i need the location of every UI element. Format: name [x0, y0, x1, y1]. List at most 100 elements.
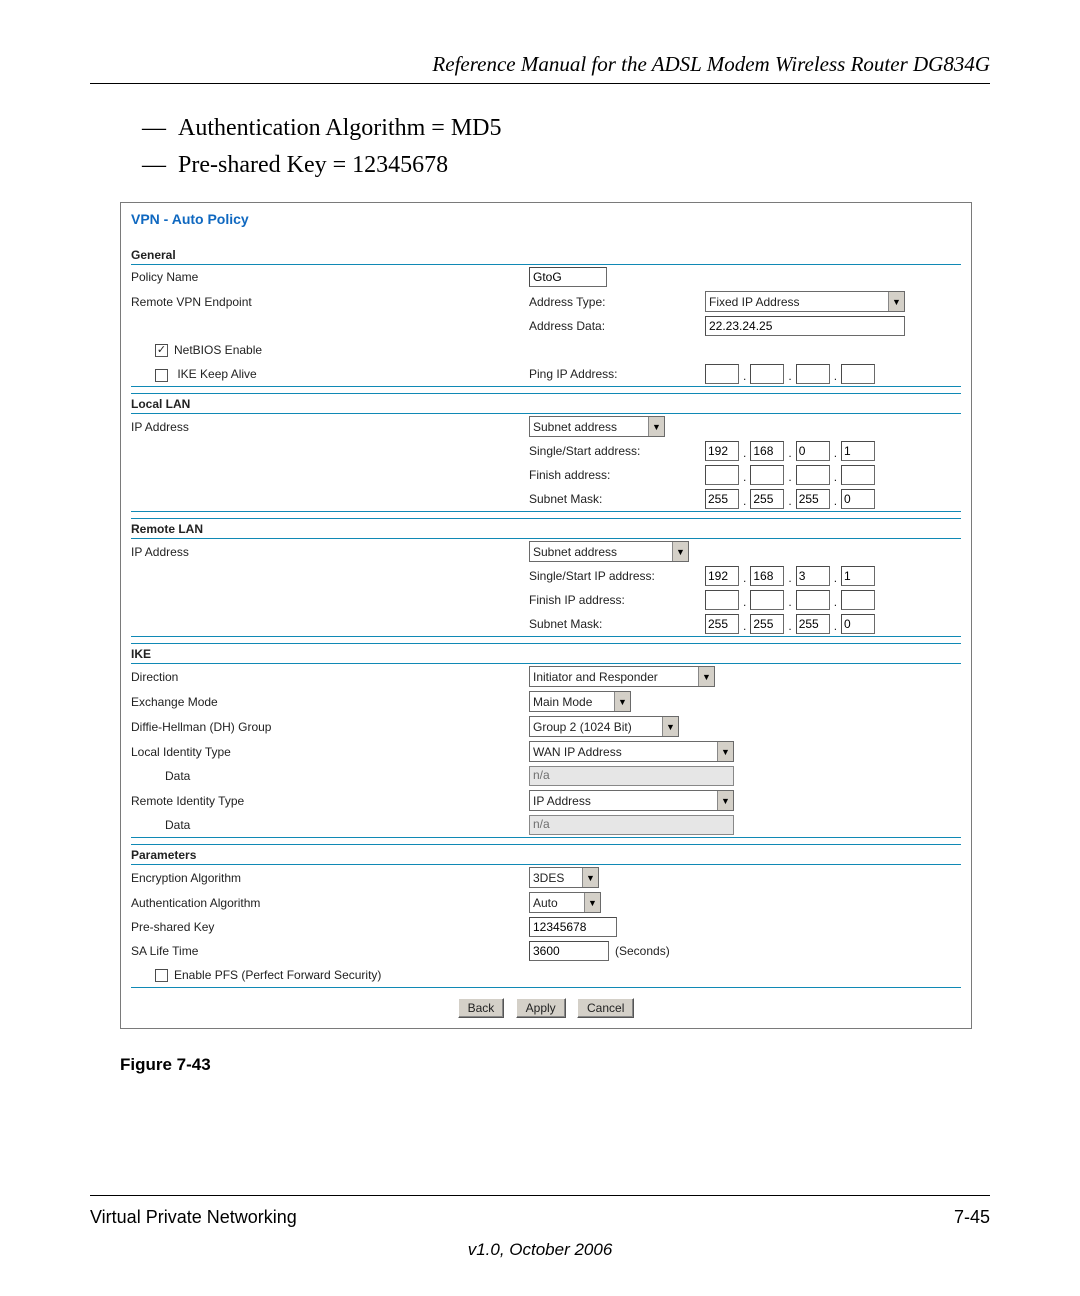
ping-ip-label: Ping IP Address: [529, 367, 705, 381]
remote-data-label: Data [131, 818, 529, 832]
footer-right: 7-45 [954, 1207, 990, 1228]
bullet-dash: — [142, 147, 178, 184]
remote-data-box: n/a [529, 815, 734, 835]
local-ip-select[interactable]: Subnet address ▼ [529, 416, 665, 437]
section-local-lan: Local LAN [131, 393, 961, 414]
ip-octet[interactable] [750, 489, 784, 509]
ip-octet[interactable] [705, 364, 739, 384]
remote-id-type-select[interactable]: IP Address ▼ [529, 790, 734, 811]
figure-caption: Figure 7-43 [120, 1055, 990, 1075]
ip-octet[interactable] [750, 566, 784, 586]
addr-type-value: Fixed IP Address [709, 295, 800, 309]
ip-octet[interactable] [705, 614, 739, 634]
ip-octet[interactable] [750, 590, 784, 610]
ip-octet[interactable] [796, 566, 830, 586]
ip-octet[interactable] [841, 364, 875, 384]
ip-octet[interactable] [841, 441, 875, 461]
local-id-type-value: WAN IP Address [533, 745, 622, 759]
direction-value: Initiator and Responder [533, 670, 658, 684]
footer-rule [90, 1195, 990, 1196]
vpn-panel: VPN - Auto Policy General Policy Name Re… [120, 202, 972, 1029]
enc-value: 3DES [533, 871, 564, 885]
exchange-select[interactable]: Main Mode ▼ [529, 691, 631, 712]
ike-keepalive-label: IKE Keep Alive [177, 367, 256, 381]
enc-label: Encryption Algorithm [131, 871, 529, 885]
chevron-down-icon: ▼ [717, 742, 733, 761]
chevron-down-icon: ▼ [698, 667, 714, 686]
pfs-checkbox[interactable] [155, 969, 168, 982]
ip-octet[interactable] [705, 566, 739, 586]
local-id-type-select[interactable]: WAN IP Address ▼ [529, 741, 734, 762]
ip-octet[interactable] [841, 590, 875, 610]
chevron-down-icon: ▼ [672, 542, 688, 561]
local-data-label: Data [131, 769, 529, 783]
chevron-down-icon: ▼ [888, 292, 904, 311]
local-start-label: Single/Start address: [529, 444, 705, 458]
addr-data-label: Address Data: [529, 319, 705, 333]
netbios-label: NetBIOS Enable [174, 343, 262, 357]
apply-button[interactable]: Apply [516, 998, 566, 1018]
remote-ip-select[interactable]: Subnet address ▼ [529, 541, 689, 562]
ip-octet[interactable] [796, 364, 830, 384]
section-general: General [131, 245, 961, 265]
dh-label: Diffie-Hellman (DH) Group [131, 720, 529, 734]
psk-input[interactable] [529, 917, 617, 937]
remote-ip-label: IP Address [131, 545, 529, 559]
chevron-down-icon: ▼ [584, 893, 600, 912]
ip-octet[interactable] [705, 465, 739, 485]
local-data-box: n/a [529, 766, 734, 786]
ip-octet[interactable] [750, 364, 784, 384]
bullet-dash: — [142, 110, 178, 147]
sa-label: SA Life Time [131, 944, 529, 958]
chevron-down-icon: ▼ [662, 717, 678, 736]
chevron-down-icon: ▼ [582, 868, 598, 887]
local-ip-label: IP Address [131, 420, 529, 434]
cancel-button[interactable]: Cancel [577, 998, 634, 1018]
remote-finish-label: Finish IP address: [529, 593, 705, 607]
ip-octet[interactable] [841, 489, 875, 509]
ip-octet[interactable] [750, 614, 784, 634]
top-rule [90, 83, 990, 84]
doc-header: Reference Manual for the ADSL Modem Wire… [90, 52, 990, 77]
pfs-label: Enable PFS (Perfect Forward Security) [174, 968, 381, 982]
ip-octet[interactable] [705, 590, 739, 610]
button-row: Back Apply Cancel [131, 988, 961, 1018]
ip-octet[interactable] [705, 441, 739, 461]
sa-unit: (Seconds) [615, 944, 670, 958]
ip-octet[interactable] [796, 590, 830, 610]
sa-input[interactable] [529, 941, 609, 961]
enc-select[interactable]: 3DES ▼ [529, 867, 599, 888]
ip-octet[interactable] [796, 614, 830, 634]
auth-select[interactable]: Auto ▼ [529, 892, 601, 913]
ip-octet[interactable] [796, 441, 830, 461]
remote-id-type-value: IP Address [533, 794, 591, 808]
policy-name-input[interactable] [529, 267, 607, 287]
ike-keepalive-checkbox[interactable] [155, 369, 168, 382]
section-parameters: Parameters [131, 844, 961, 865]
dh-value: Group 2 (1024 Bit) [533, 720, 632, 734]
netbios-checkbox[interactable]: ✓ [155, 344, 168, 357]
auth-value: Auto [533, 896, 558, 910]
ip-octet[interactable] [841, 465, 875, 485]
direction-select[interactable]: Initiator and Responder ▼ [529, 666, 715, 687]
ip-octet[interactable] [705, 489, 739, 509]
remote-mask-label: Subnet Mask: [529, 617, 705, 631]
dh-select[interactable]: Group 2 (1024 Bit) ▼ [529, 716, 679, 737]
policy-name-label: Policy Name [131, 270, 529, 284]
ip-octet[interactable] [796, 489, 830, 509]
psk-label: Pre-shared Key [131, 920, 529, 934]
local-id-type-label: Local Identity Type [131, 745, 529, 759]
ip-octet[interactable] [750, 465, 784, 485]
local-ip-select-value: Subnet address [533, 420, 617, 434]
local-finish-label: Finish address: [529, 468, 705, 482]
back-button[interactable]: Back [458, 998, 505, 1018]
ip-octet[interactable] [841, 566, 875, 586]
remote-ip-select-value: Subnet address [533, 545, 617, 559]
ip-octet[interactable] [841, 614, 875, 634]
ip-octet[interactable] [750, 441, 784, 461]
addr-data-input[interactable] [705, 316, 905, 336]
addr-type-select[interactable]: Fixed IP Address ▼ [705, 291, 905, 312]
addr-type-label: Address Type: [529, 295, 705, 309]
ip-octet[interactable] [796, 465, 830, 485]
remote-start-label: Single/Start IP address: [529, 569, 705, 583]
